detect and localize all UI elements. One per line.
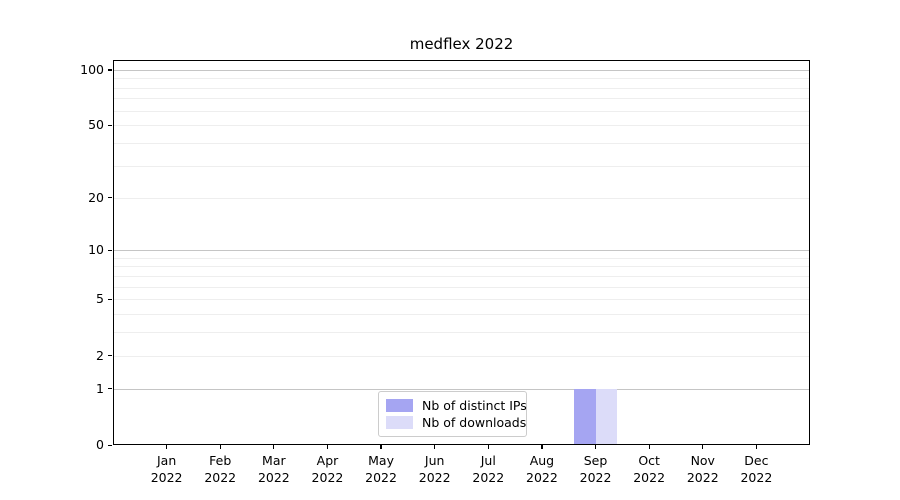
x-axis-tick <box>755 445 757 449</box>
legend: Nb of distinct IPs Nb of downloads <box>378 391 527 437</box>
y-axis-tick <box>108 69 112 71</box>
y-axis-tick-label: 10 <box>88 242 104 258</box>
chart-title: medflex 2022 <box>409 35 514 53</box>
y-axis-tick <box>108 388 112 390</box>
x-axis-tick <box>219 445 221 449</box>
x-axis-tick <box>326 445 329 449</box>
minor-gridline <box>114 286 809 288</box>
minor-gridline <box>114 299 809 301</box>
x-axis-tick-label: Jan 2022 <box>150 453 183 485</box>
x-axis-tick-label: Nov 2022 <box>686 453 719 485</box>
major-gridline <box>114 250 809 252</box>
minor-gridline <box>114 165 809 167</box>
minor-gridline <box>114 110 809 112</box>
legend-label-downloads: Nb of downloads <box>422 415 527 430</box>
legend-label-distinct-ips: Nb of distinct IPs <box>422 398 527 413</box>
plot-area <box>113 60 810 445</box>
x-axis-tick <box>380 445 382 449</box>
x-axis-tick <box>434 445 436 449</box>
y-axis-tick-label: 1 <box>96 380 104 396</box>
minor-gridline <box>114 257 809 259</box>
x-axis-tick <box>487 445 489 449</box>
minor-gridline <box>114 98 809 100</box>
y-axis-tick <box>108 124 112 127</box>
y-axis-tick-label: 100 <box>80 61 104 77</box>
x-axis-tick <box>541 445 543 449</box>
legend-swatch-downloads <box>386 416 413 429</box>
x-axis-tick-label: Mar 2022 <box>257 453 290 485</box>
minor-gridline <box>114 355 809 357</box>
y-axis-tick <box>108 355 112 357</box>
bar-downloads <box>595 388 618 445</box>
y-axis-tick-label: 0 <box>96 437 104 452</box>
x-axis-tick <box>594 445 597 449</box>
x-axis-tick-label: Apr 2022 <box>311 453 344 485</box>
x-axis-tick-label: Dec 2022 <box>740 453 773 485</box>
y-axis-tick-label: 5 <box>96 291 104 307</box>
y-axis-tick-label: 20 <box>88 189 104 205</box>
legend-swatch-distinct-ips <box>386 399 413 412</box>
y-axis-tick <box>108 197 112 199</box>
x-axis-tick-label: Feb 2022 <box>204 453 237 485</box>
x-axis-tick-label: Sep 2022 <box>579 453 612 485</box>
y-axis-tick-label: 2 <box>96 347 104 363</box>
x-axis-tick-label: Jun 2022 <box>418 453 451 485</box>
x-axis-tick <box>702 445 704 449</box>
minor-gridline <box>114 143 809 145</box>
minor-gridline <box>114 275 809 277</box>
minor-gridline <box>114 125 809 127</box>
major-gridline <box>114 69 809 71</box>
y-axis-tick <box>108 444 112 446</box>
x-axis-tick <box>273 445 275 449</box>
x-axis-tick-label: Oct 2022 <box>633 453 666 485</box>
y-axis-tick-label: 50 <box>88 117 104 133</box>
y-axis-tick <box>108 298 112 301</box>
x-axis-tick <box>166 445 168 449</box>
x-axis-tick <box>648 445 650 449</box>
y-axis-tick <box>108 249 112 251</box>
x-axis-tick-label: Aug 2022 <box>526 453 558 485</box>
minor-gridline <box>114 197 809 199</box>
minor-gridline <box>114 87 809 89</box>
major-gridline <box>114 388 809 390</box>
minor-gridline <box>114 314 809 316</box>
x-axis-tick-label: May 2022 <box>365 453 397 485</box>
legend-row-downloads: Nb of downloads <box>386 415 526 430</box>
legend-row-distinct-ips: Nb of distinct IPs <box>386 398 527 413</box>
x-axis-tick-label: Jul 2022 <box>472 453 505 485</box>
minor-gridline <box>114 266 809 268</box>
bar-distinct-ips <box>574 388 596 445</box>
minor-gridline <box>114 332 809 334</box>
minor-gridline <box>114 78 809 80</box>
